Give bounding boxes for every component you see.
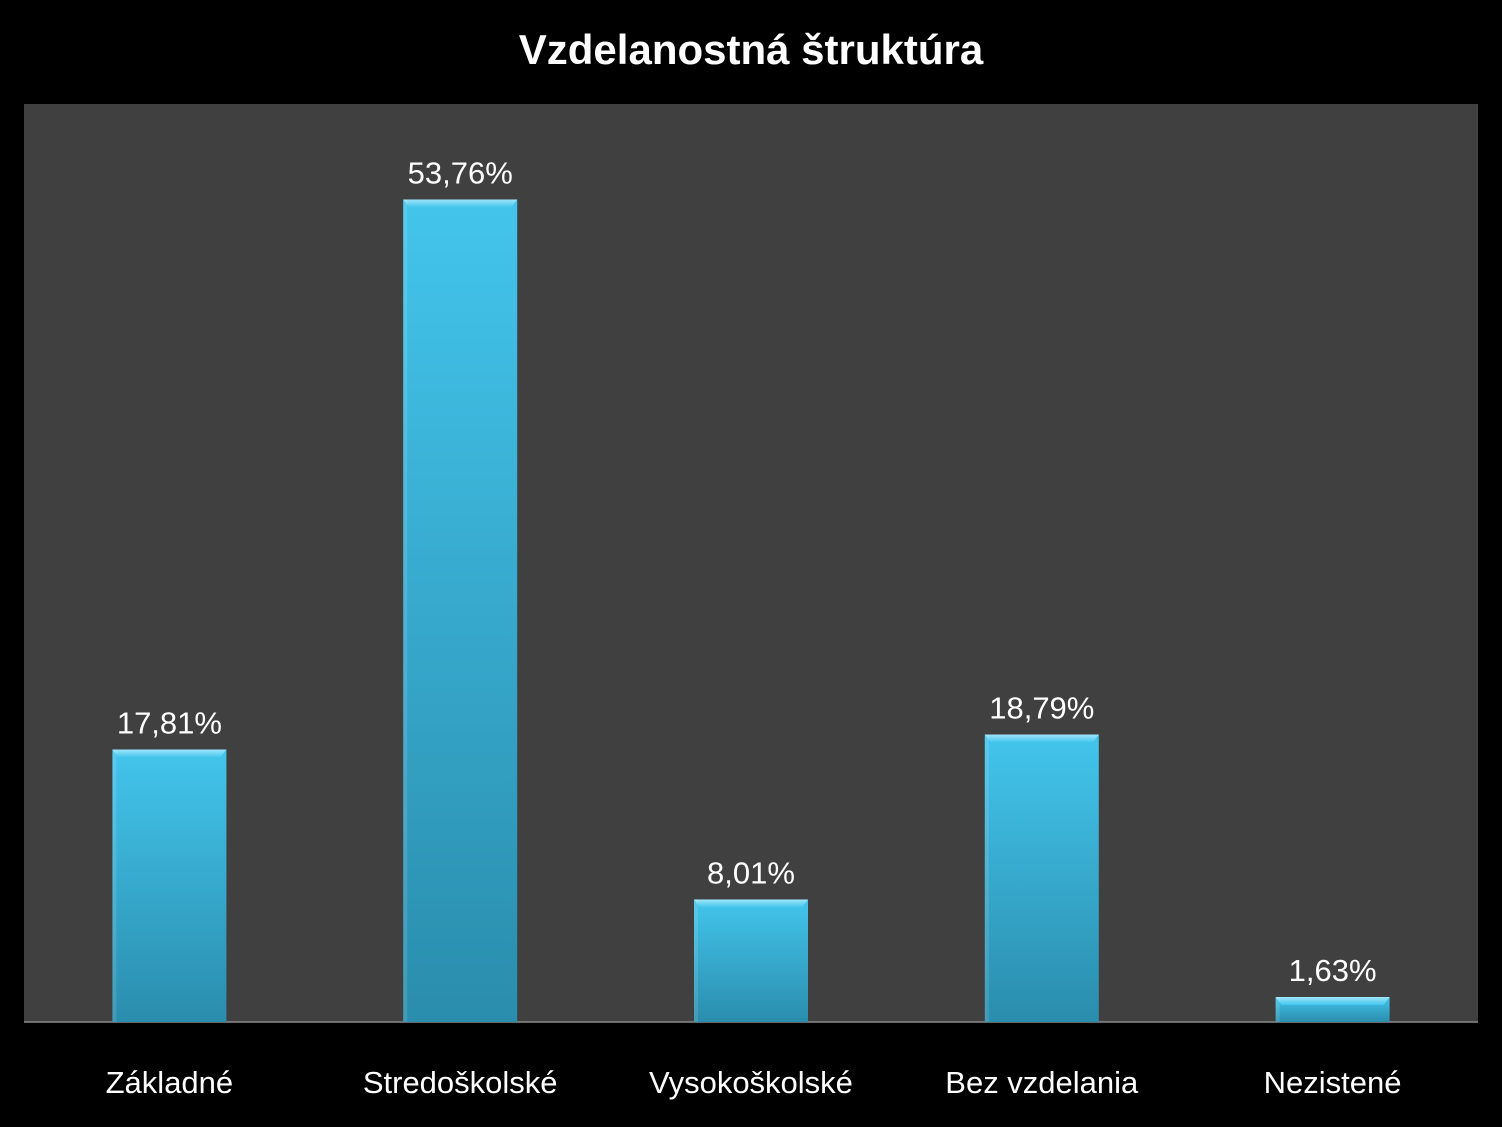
bar-highlight <box>984 734 989 1022</box>
category-labels-layer: Základné Stredoškolské Vysokoškolské Bez vz… <box>106 1065 1402 1100</box>
bar-body <box>984 734 1099 1022</box>
bar-highlight <box>694 899 698 1022</box>
data-label: 18,79% <box>989 691 1094 726</box>
plot-area <box>24 104 1478 1022</box>
bar-bevel <box>403 199 518 208</box>
data-label: 1,63% <box>1289 953 1377 988</box>
bar-bevel <box>1275 997 1390 1006</box>
bar-body <box>112 749 227 1022</box>
bar-0 <box>112 749 227 1022</box>
data-label: 17,81% <box>117 706 222 741</box>
chart-title: Vzdelanostná štruktúra <box>518 26 984 73</box>
bar-highlight <box>112 749 117 1022</box>
bar-bevel <box>694 899 808 908</box>
bar-highlight <box>403 199 408 1023</box>
bar-body <box>403 199 518 1023</box>
bar-2 <box>694 899 808 1022</box>
bar-bevel <box>112 749 227 758</box>
x-tick-label: Základné <box>106 1065 234 1100</box>
bar-1 <box>403 199 518 1023</box>
x-tick-label: Stredoškolské <box>363 1065 558 1100</box>
bar-bevel <box>984 734 1099 743</box>
bar-4 <box>1275 997 1390 1022</box>
bar-highlight <box>1275 997 1280 1022</box>
bar-3 <box>984 734 1099 1022</box>
x-tick-label: Bez vzdelania <box>945 1065 1139 1100</box>
bar-body <box>694 899 808 1022</box>
bars-layer <box>112 199 1390 1023</box>
x-tick-label: Nezistené <box>1264 1065 1402 1100</box>
data-label: 8,01% <box>707 855 795 890</box>
x-tick-label: Vysokoškolské <box>649 1065 853 1100</box>
value-labels-layer: 17,81% 53,76% 8,01% 18,79% 1,63% <box>117 155 1377 988</box>
data-label: 53,76% <box>408 155 513 190</box>
